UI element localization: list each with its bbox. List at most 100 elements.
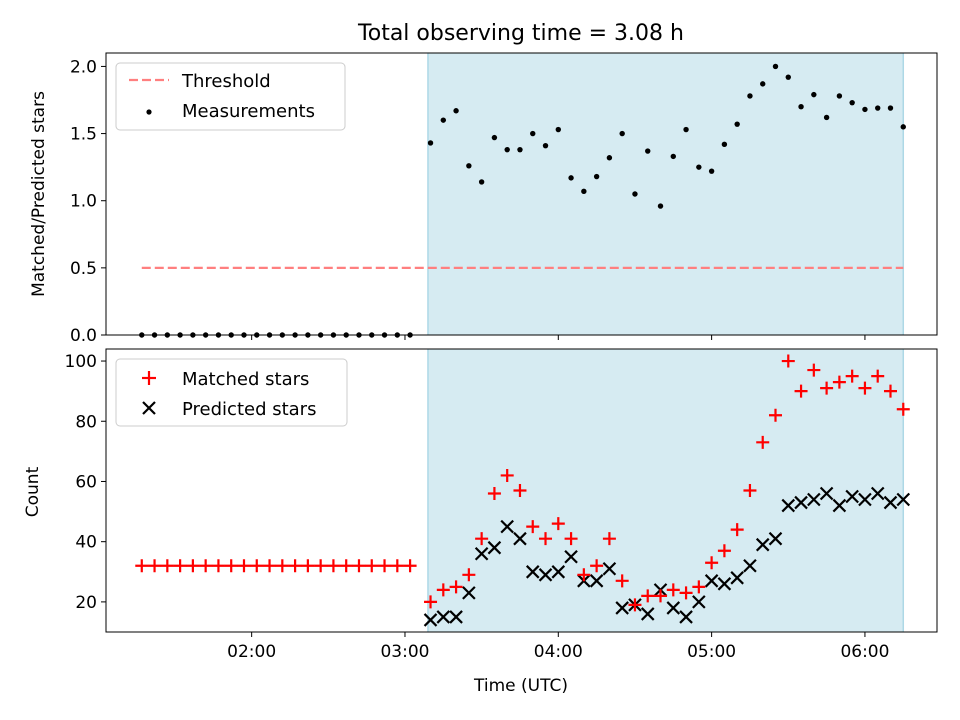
- matched-stars-point: [666, 583, 680, 597]
- matched-stars-point: [513, 484, 527, 497]
- measurement-point: [760, 81, 766, 87]
- matched-stars-point: [705, 556, 719, 570]
- matched-stars-point: [883, 384, 897, 398]
- axes-frame-bottom: [105, 348, 938, 633]
- matched-stars-point: [462, 568, 476, 582]
- predicted-stars-point: [615, 601, 629, 615]
- matched-stars-point: [237, 559, 251, 573]
- predicted-stars-point: [487, 540, 502, 555]
- predicted-stars-series: [423, 486, 911, 627]
- matched-stars-point: [424, 595, 438, 609]
- y-tick-label: 60: [75, 472, 97, 492]
- matched-stars-point: [352, 559, 366, 573]
- matched-stars-point: [679, 586, 693, 600]
- measurement-point: [542, 142, 549, 149]
- predicted-stars-point: [423, 613, 438, 627]
- x-ticks-bottom: 02:00 03:00 04:00 05:00 06:00: [227, 632, 889, 662]
- matched-stars-point: [654, 589, 668, 603]
- legend-threshold-label: Threshold: [181, 71, 271, 92]
- legend-measurements-swatch: [146, 109, 152, 115]
- predicted-stars-point: [858, 492, 872, 507]
- shaded-region-bottom: [427, 349, 904, 632]
- figure-title: Total observing time = 3.08 h: [357, 21, 684, 46]
- matched-stars-point: [148, 559, 162, 573]
- measurement-point: [491, 134, 498, 141]
- matched-stars-point: [475, 532, 489, 546]
- matched-stars-point: [250, 559, 264, 573]
- y-tick-label: 20: [75, 593, 97, 613]
- measurement-point: [453, 108, 459, 114]
- predicted-stars-point: [845, 489, 859, 504]
- predicted-stars-point: [743, 558, 757, 573]
- matched-stars-point: [896, 402, 910, 416]
- matched-stars-point: [378, 559, 392, 573]
- matched-stars-point: [288, 559, 302, 573]
- matched-stars-point: [539, 532, 553, 546]
- axes-frame-top: [105, 52, 938, 336]
- predicted-stars-point: [870, 486, 885, 501]
- matched-stars-point: [794, 384, 808, 398]
- matched-stars-point: [186, 559, 200, 573]
- y-tick-label: 40: [75, 533, 97, 553]
- measurement-point: [772, 63, 779, 70]
- measurement-point: [657, 203, 664, 209]
- predicted-stars-point: [640, 607, 655, 621]
- axes-count: 20 40 60 80 100 Count 02:00 03:00 04:00 05:00 06…: [23, 348, 938, 662]
- matched-stars-point: [871, 369, 885, 383]
- legend-matched-label: Matched stars: [182, 369, 309, 390]
- measurement-point: [606, 155, 613, 161]
- predicted-stars-point: [436, 610, 451, 624]
- axes-ratio: 0.00.51.01.52.0 Matched/Predicted stars …: [29, 52, 938, 346]
- legend-bottom: Matched stars Predicted stars: [115, 358, 348, 427]
- y-tick-label: 1.0: [70, 192, 97, 212]
- matched-stars-point: [160, 559, 174, 573]
- x-tick-label: 04:00: [534, 642, 583, 662]
- matched-stars-point: [717, 544, 731, 558]
- measurement-point: [670, 153, 676, 160]
- predicted-stars-point: [692, 595, 706, 609]
- measurement-point: [427, 140, 434, 146]
- predicted-stars-point: [500, 519, 514, 534]
- y-axis-label-top: Matched/Predicted stars: [29, 91, 49, 297]
- predicted-stars-point: [832, 498, 847, 513]
- predicted-stars-point: [883, 495, 898, 510]
- x-tick-label: 06:00: [840, 642, 889, 662]
- measurement-point: [836, 93, 843, 99]
- legend-top: Threshold Measurements: [115, 62, 346, 131]
- matched-stars-point: [326, 559, 340, 573]
- matched-stars-point: [275, 559, 289, 573]
- matched-stars-point: [832, 375, 846, 389]
- matched-stars-point: [487, 487, 501, 501]
- matched-stars-point: [436, 583, 450, 597]
- predicted-stars-point: [474, 546, 489, 561]
- measurement-point: [696, 164, 702, 170]
- predicted-stars-point: [589, 574, 604, 588]
- measurement-point: [530, 130, 536, 137]
- predicted-stars-point: [755, 537, 770, 552]
- predicted-stars-point: [679, 610, 693, 624]
- matched-stars-point: [314, 559, 328, 573]
- matched-stars-point: [211, 559, 225, 573]
- measurement-point: [721, 141, 728, 148]
- matched-stars-point: [564, 532, 578, 546]
- matched-stars-point: [577, 568, 591, 582]
- predicted-stars-point: [666, 601, 681, 615]
- measurement-point: [440, 117, 447, 123]
- matched-stars-point: [500, 468, 514, 482]
- shaded-region-top: [427, 53, 904, 335]
- predicted-stars-point: [538, 568, 553, 582]
- y-ticks-bottom: 20 40 60 80 100: [65, 352, 106, 613]
- y-axis-label-bottom: Count: [23, 466, 43, 517]
- matched-stars-point: [628, 598, 642, 612]
- legend-predicted-label: Predicted stars: [182, 399, 316, 420]
- matched-stars-point: [199, 559, 213, 573]
- measurement-point: [619, 130, 625, 137]
- measurement-point: [811, 91, 817, 98]
- y-tick-label: 2.0: [70, 57, 97, 77]
- predicted-stars-point: [551, 565, 566, 579]
- matched-stars-point: [820, 381, 834, 395]
- predicted-stars-point: [513, 531, 527, 546]
- y-tick-label: 100: [65, 352, 97, 372]
- measurement-point: [568, 175, 574, 181]
- measurement-point: [708, 168, 715, 174]
